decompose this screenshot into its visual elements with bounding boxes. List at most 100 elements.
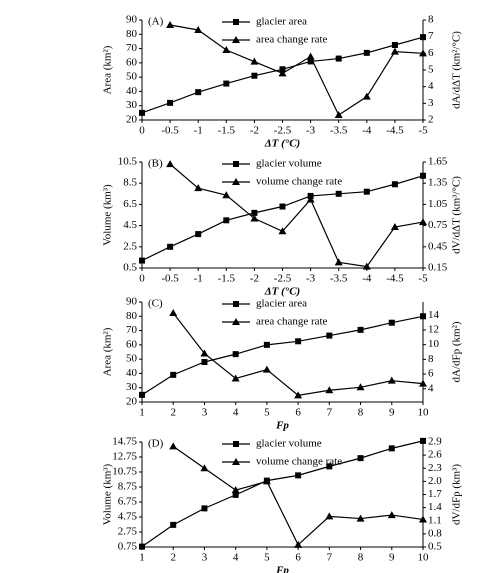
data-point (139, 109, 145, 116)
y-tick-label: 8.75 (118, 481, 138, 493)
data-point (251, 209, 258, 216)
y-tick-label: 6.75 (118, 496, 138, 508)
y-tick-label: 20 (126, 396, 138, 408)
data-point (139, 543, 145, 550)
data-point (223, 80, 230, 87)
y-tick-label: 0.5 (123, 262, 137, 274)
x-tick-label: -3 (306, 125, 316, 137)
y2-tick-label: 12 (428, 323, 439, 335)
x-tick-label: 10 (418, 552, 430, 564)
x-tick-label: -4.5 (386, 273, 404, 285)
y2-tick-label: 4 (428, 80, 434, 92)
y-axis-label: Volume (km³) (102, 184, 114, 246)
y-tick-label: 2.75 (118, 526, 138, 538)
x-axis-label: ΔT (°C) (264, 138, 300, 150)
x-tick-label: 5 (264, 552, 270, 564)
x-tick-label: 10 (418, 407, 430, 419)
y2-tick-label: 6 (428, 368, 434, 380)
data-point (334, 258, 343, 266)
data-point (200, 464, 209, 472)
series-line (141, 315, 424, 396)
data-point (362, 92, 371, 100)
x-tick-label: -3.5 (330, 125, 348, 137)
data-point (306, 52, 315, 60)
x-tick-label: -4.5 (386, 125, 404, 137)
data-point (357, 326, 364, 333)
y-tick-label: 40 (126, 367, 138, 379)
x-tick-label: 1 (139, 407, 145, 419)
data-point (419, 515, 427, 523)
data-point (279, 66, 286, 73)
y2-tick-label: 0.75 (428, 219, 448, 231)
y2-tick-label: 2.6 (428, 449, 442, 461)
y-tick-label: 14.75 (112, 436, 137, 448)
data-point (420, 34, 426, 41)
y2-tick-label: 4 (428, 382, 434, 394)
y2-tick-label: 1.05 (428, 198, 448, 210)
x-tick-label: -1.5 (218, 273, 236, 285)
x-tick-label: -5 (418, 273, 428, 285)
x-tick-label: 9 (389, 552, 395, 564)
data-point (166, 160, 175, 168)
series-line (141, 440, 424, 548)
legend-marker (233, 441, 239, 447)
data-point (263, 341, 270, 348)
y-tick-label: 70 (126, 42, 138, 54)
x-tick-label: 6 (295, 552, 301, 564)
data-point (194, 184, 203, 192)
data-point (169, 442, 178, 450)
legend-marker (233, 19, 239, 25)
data-point (222, 46, 231, 53)
y2-tick-label: 1.1 (428, 514, 442, 526)
data-point (295, 338, 302, 345)
data-point (326, 463, 333, 470)
x-tick-label: 7 (327, 552, 333, 564)
y-tick-label: 6.5 (123, 198, 137, 210)
y-tick-label: 80 (126, 28, 138, 40)
legend-label: glacier area (256, 16, 307, 28)
y-tick-label: 20 (126, 114, 138, 126)
legend-label: glacier volume (256, 438, 322, 450)
y2-tick-label: 1.35 (428, 177, 448, 189)
legend-marker (232, 36, 240, 43)
x-tick-label: -2.5 (274, 125, 292, 137)
y2-tick-label: 2.0 (428, 475, 442, 487)
x-tick-label: -3 (306, 273, 316, 285)
data-point (231, 374, 240, 382)
y2-tick-label: 1.7 (428, 488, 442, 500)
data-point (356, 514, 365, 522)
data-point (306, 195, 315, 203)
legend-marker (232, 458, 240, 465)
y-tick-label: 70 (126, 324, 138, 336)
y2-axis-label: dV/dΔT (km³/°C) (451, 176, 463, 254)
data-point (363, 188, 370, 195)
y2-tick-label: 0.8 (428, 527, 442, 539)
x-tick-label: -4 (362, 125, 372, 137)
data-point (262, 365, 271, 373)
x-axis-label: Fp (275, 420, 289, 432)
data-point (169, 309, 178, 317)
data-point (278, 227, 287, 235)
y-tick-label: 0.75 (118, 541, 138, 553)
data-point (195, 89, 202, 96)
y2-tick-label: 7 (428, 30, 434, 42)
data-point (388, 445, 395, 452)
x-tick-label: -2 (250, 273, 259, 285)
data-point (294, 540, 303, 548)
y-axis-label: Volume (km³) (102, 463, 114, 525)
y-tick-label: 80 (126, 310, 138, 322)
y-tick-label: 60 (126, 338, 138, 350)
data-point (295, 472, 302, 479)
legend-label: glacier area (256, 298, 307, 310)
data-point (391, 42, 398, 48)
data-point (139, 391, 145, 398)
data-point (335, 190, 342, 197)
data-point (262, 477, 271, 485)
y-tick-label: 90 (126, 14, 138, 26)
data-point (278, 69, 287, 77)
x-tick-label: -1 (194, 273, 203, 285)
data-point (419, 379, 427, 387)
data-point (279, 203, 286, 210)
data-point (231, 486, 240, 494)
